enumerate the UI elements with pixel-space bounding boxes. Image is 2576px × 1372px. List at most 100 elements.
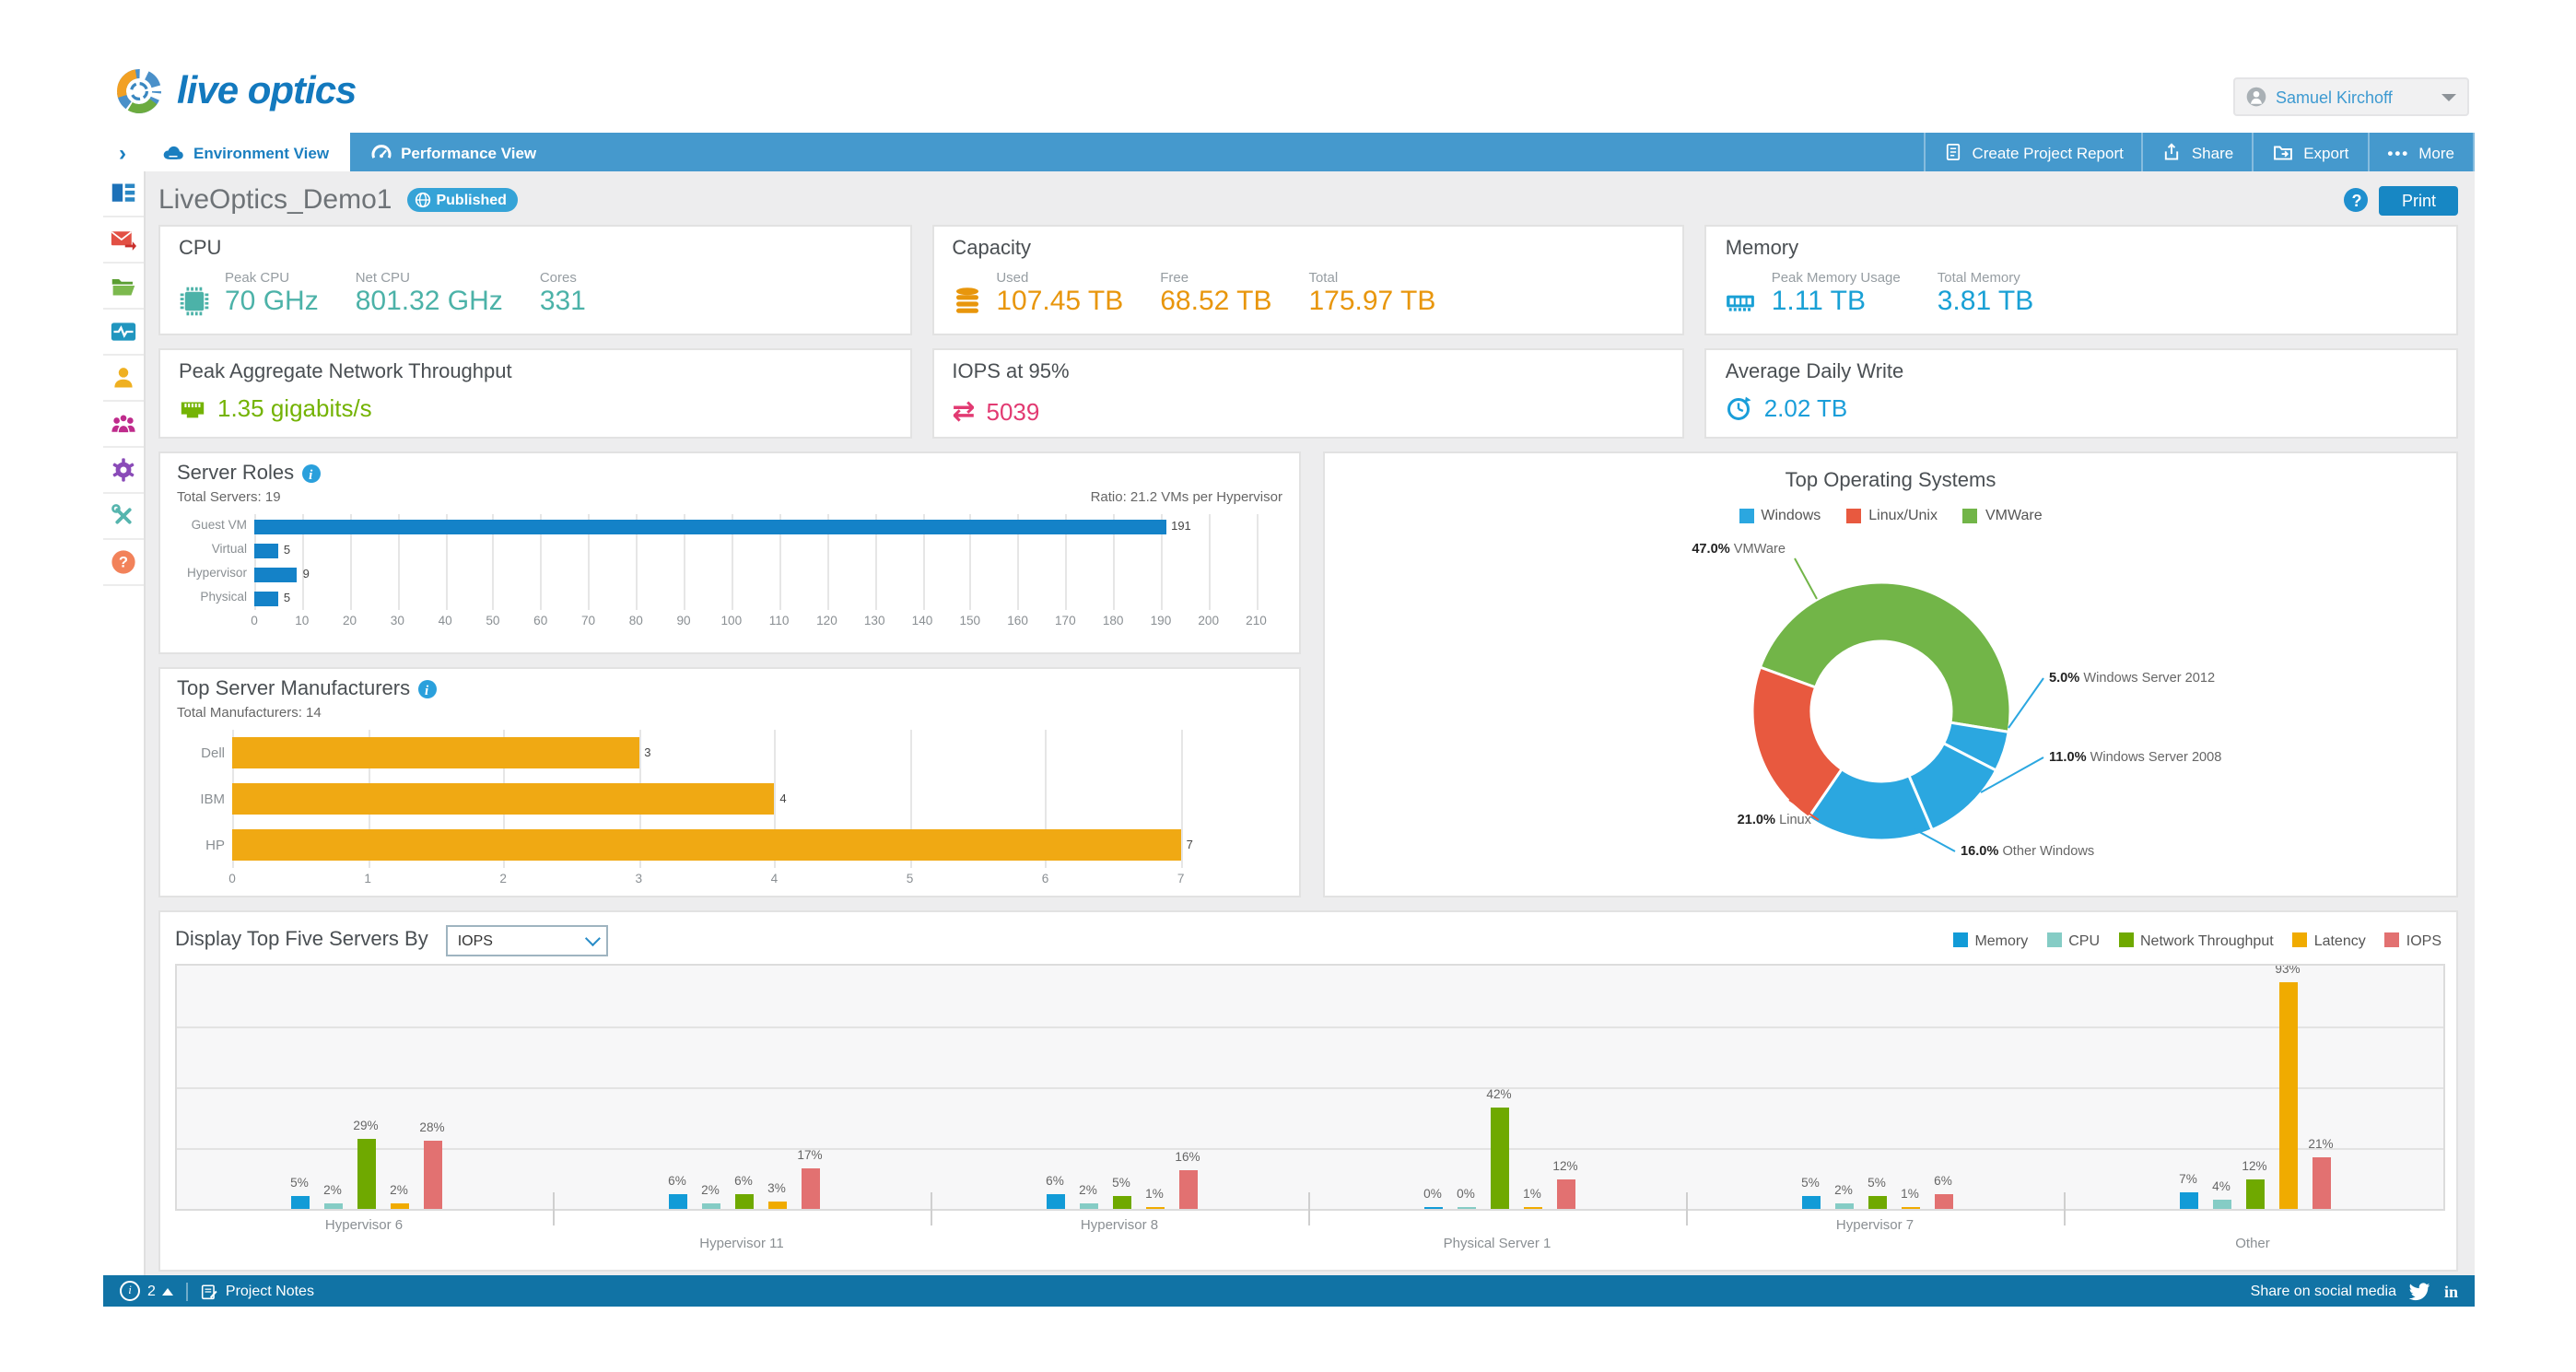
info-icon[interactable]: i xyxy=(120,1281,140,1301)
gridline xyxy=(826,514,829,610)
twitter-icon[interactable] xyxy=(2409,1282,2431,1300)
bar-value-label: 12% xyxy=(2242,1161,2267,1175)
metric-label: Total xyxy=(1308,269,1339,286)
sidebar-item-user[interactable] xyxy=(103,356,144,402)
bar-memory xyxy=(1046,1194,1064,1209)
gridline xyxy=(349,514,352,610)
legend-label: Windows xyxy=(1761,507,1821,523)
ts-plot-area: 5% 2% 29% 2% 28% 6% 2% 6% 3% 17% 6% 2% 5% 1% 16% 0% 0% 42… xyxy=(175,964,2445,1211)
bar-cpu xyxy=(323,1203,342,1209)
cpu-card: CPU Peak CPU 70 GHz Net CPU xyxy=(158,225,912,335)
sidebar-item-activity-monitor[interactable] xyxy=(103,310,144,356)
user-avatar-icon xyxy=(2246,87,2266,107)
action-label: Create Project Report xyxy=(1972,143,2124,161)
project-notes-button[interactable]: Project Notes xyxy=(202,1282,314,1300)
sidebar-item-gear[interactable] xyxy=(103,448,144,494)
legend-swatch xyxy=(1846,508,1862,522)
display-by-select[interactable]: IOPS xyxy=(446,924,609,956)
gridline xyxy=(177,1148,2443,1150)
page-title: LiveOptics_Demo1 xyxy=(158,184,392,216)
sidebar-item-mail[interactable] xyxy=(103,217,144,264)
metric-label: Peak Memory Usage xyxy=(1771,269,1901,286)
info-icon[interactable]: i xyxy=(417,680,437,698)
bar xyxy=(232,829,1181,861)
legend-item-vmware[interactable]: VMWare xyxy=(1962,507,2043,523)
capacity-card: Capacity Used 107.45 TB Free 68.52 TB Tota… xyxy=(931,225,1685,335)
bar-iops xyxy=(801,1167,819,1209)
user-name: Samuel Kirchoff xyxy=(2276,88,2393,106)
legend-item-linux-unix[interactable]: Linux/Unix xyxy=(1846,507,1938,523)
user-menu[interactable]: Samuel Kirchoff xyxy=(2233,77,2469,116)
axis-tick-label: 70 xyxy=(580,616,596,628)
gridline xyxy=(301,514,304,610)
hbar-category-label: Dell xyxy=(201,745,225,761)
hbar-plot-area: 191 5 9 5 xyxy=(254,514,1282,610)
slice-name: Linux xyxy=(1775,811,1811,827)
slice-leader-line xyxy=(1788,799,1820,821)
legend-item-windows[interactable]: Windows xyxy=(1739,507,1821,523)
axis-tick-label: 90 xyxy=(676,616,691,628)
gear-icon xyxy=(112,458,135,482)
more-button[interactable]: ••• More xyxy=(2367,133,2475,171)
axis-tick-label: 170 xyxy=(1055,616,1076,628)
legend-item-cpu[interactable]: CPU xyxy=(2046,932,2100,948)
bar-value-label: 0% xyxy=(1423,1189,1442,1202)
bar-network-throughput xyxy=(2245,1179,2264,1209)
gridline xyxy=(1256,514,1259,610)
tab-environment-view[interactable]: Environment View xyxy=(142,133,350,171)
tab-label: Performance View xyxy=(401,143,537,161)
axis-tick-label: 3 xyxy=(635,874,643,886)
export-button[interactable]: Export xyxy=(2252,133,2367,171)
top-header: live optics Samuel Kirchoff xyxy=(0,0,2576,133)
group-separator xyxy=(1308,1192,1310,1225)
tab-performance-view[interactable]: Performance View xyxy=(349,133,556,171)
share-button[interactable]: Share xyxy=(2141,133,2252,171)
axis-tick-label: 150 xyxy=(959,616,981,628)
bar-cpu xyxy=(701,1203,720,1209)
sidebar-collapse-button[interactable]: › xyxy=(103,133,142,171)
sidebar-item-users-group[interactable] xyxy=(103,402,144,448)
create-project-report-button[interactable]: Create Project Report xyxy=(1924,133,2141,171)
info-icon[interactable]: i xyxy=(301,464,321,483)
expand-notifications-icon[interactable] xyxy=(162,1287,174,1295)
badge-label: Published xyxy=(436,192,507,208)
legend-item-network-throughput[interactable]: Network Throughput xyxy=(2118,932,2274,948)
legend-label: Latency xyxy=(2313,932,2366,948)
sidebar-item-dashboard[interactable] xyxy=(103,171,144,217)
slice-name: Windows Server 2008 xyxy=(2086,748,2222,765)
bar-value-label: 12% xyxy=(1552,1161,1578,1175)
legend-label: IOPS xyxy=(2406,932,2441,948)
sidebar-item-tools[interactable] xyxy=(103,494,144,540)
print-button[interactable]: Print xyxy=(2379,185,2458,215)
axis-tick-label: 4 xyxy=(770,874,779,886)
chart-title: Top Server Manufacturers xyxy=(177,678,411,700)
mail-icon xyxy=(111,231,136,251)
metric-label: Peak CPU xyxy=(225,269,290,286)
category-label: Hypervisor 11 xyxy=(699,1235,784,1251)
bar-value-label: 5% xyxy=(1112,1178,1130,1191)
metric-label: Net CPU xyxy=(355,269,410,286)
bar-network-throughput xyxy=(734,1194,753,1209)
category-label: Other xyxy=(2235,1235,2270,1251)
metric-label: Cores xyxy=(539,269,577,286)
select-value: IOPS xyxy=(457,932,493,948)
linkedin-icon[interactable]: in xyxy=(2443,1282,2458,1300)
metric-value: 107.45 TB xyxy=(996,286,1124,317)
category-label: Hypervisor 6 xyxy=(324,1216,404,1233)
axis-tick-label: 100 xyxy=(720,616,743,628)
slice-percent: 21.0% xyxy=(1737,811,1776,827)
sidebar-item-folder[interactable] xyxy=(103,264,144,310)
bar-value-label: 2% xyxy=(323,1185,342,1199)
sidebar-item-help[interactable]: ? xyxy=(103,540,144,586)
legend-item-iops[interactable]: IOPS xyxy=(2383,932,2441,948)
bar-value-label: 7% xyxy=(2179,1173,2197,1187)
legend-swatch xyxy=(1952,932,1968,947)
legend-item-memory[interactable]: Memory xyxy=(1952,932,2028,948)
legend-item-latency[interactable]: Latency xyxy=(2291,932,2366,948)
bar-iops xyxy=(423,1141,441,1209)
axis-tick-label: 120 xyxy=(816,616,837,628)
bar-cpu xyxy=(2212,1199,2231,1209)
card-title: Memory xyxy=(1725,238,1799,260)
help-button[interactable]: ? xyxy=(2344,188,2369,212)
bar-value-label: 3% xyxy=(767,1183,786,1197)
